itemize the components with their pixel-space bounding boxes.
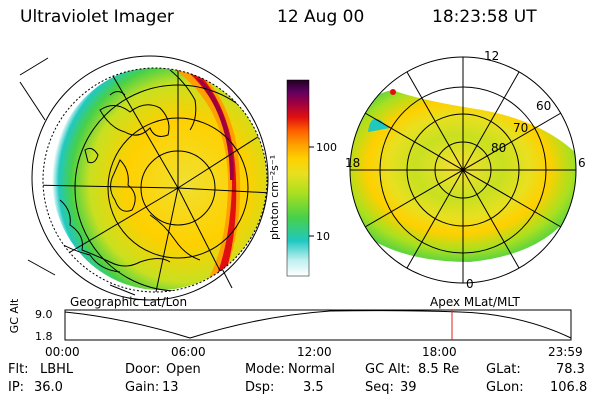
x-tick-0600: 06:00	[171, 345, 206, 359]
colorbar-unit-label: photon cm⁻²s⁻¹	[268, 155, 281, 240]
glat-value: 78.3	[556, 362, 585, 377]
flt-value: LBHL	[40, 362, 74, 377]
date-label: 12 Aug 00	[277, 7, 365, 27]
mlt-label-18: 18	[345, 156, 360, 170]
gcalt-value: 8.5 Re	[418, 362, 460, 377]
geographic-panel	[19, 55, 269, 301]
instrument-title: Ultraviolet Imager	[20, 7, 174, 27]
ip-value: 36.0	[34, 380, 63, 395]
mlt-label-6: 6	[578, 156, 586, 170]
alt-ytick-high: 9.0	[35, 308, 53, 321]
gcalt-label: GC Alt:	[365, 362, 411, 377]
door-label: Door:	[125, 362, 161, 377]
gain-label: Gain:	[125, 380, 160, 395]
mlt-label-12: 12	[484, 49, 499, 63]
lat-label-80: 80	[491, 141, 506, 155]
x-tick-1800: 18:00	[422, 345, 457, 359]
lat-label-60: 60	[536, 99, 551, 113]
dsp-label: Dsp:	[245, 380, 275, 395]
glon-value: 106.8	[550, 380, 588, 395]
seq-value: 39	[400, 380, 417, 395]
magnetic-grid	[349, 56, 577, 284]
ip-label: IP:	[8, 380, 25, 395]
aurora-image-geo	[52, 68, 267, 290]
lat-label-70: 70	[513, 121, 528, 135]
mode-value: Normal	[288, 362, 336, 377]
left-caption: Geographic Lat/Lon	[70, 295, 187, 309]
seq-label: Seq:	[365, 380, 394, 395]
right-caption: Apex MLat/MLT	[430, 295, 520, 309]
gain-value: 13	[162, 380, 179, 395]
mode-label: Mode:	[245, 362, 285, 377]
colorbar: 100 10 photon cm⁻²s⁻¹	[268, 79, 337, 277]
alt-ytick-low: 1.8	[35, 330, 53, 343]
colorbar-tick-100: 100	[316, 141, 337, 154]
time-label: 18:23:58 UT	[432, 7, 537, 27]
glat-label: GLat:	[486, 362, 521, 377]
altitude-plot: GC Alt 9.0 1.8 00:00 06:00 12:00 18:00 2…	[8, 298, 583, 359]
x-tick-0000: 00:00	[45, 345, 80, 359]
x-tick-2359: 23:59	[548, 345, 583, 359]
colorbar-tick-10: 10	[316, 230, 330, 243]
mlt-label-0: 0	[466, 277, 474, 291]
dsp-value: 3.5	[303, 380, 324, 395]
alt-ylabel: GC Alt	[8, 298, 21, 333]
flt-label: Flt:	[8, 362, 29, 377]
x-tick-1200: 12:00	[297, 345, 332, 359]
glon-label: GLon:	[486, 380, 524, 395]
magnetic-panel: 12 18 6 0 60 70 80	[345, 49, 586, 291]
door-value: Open	[166, 362, 201, 377]
